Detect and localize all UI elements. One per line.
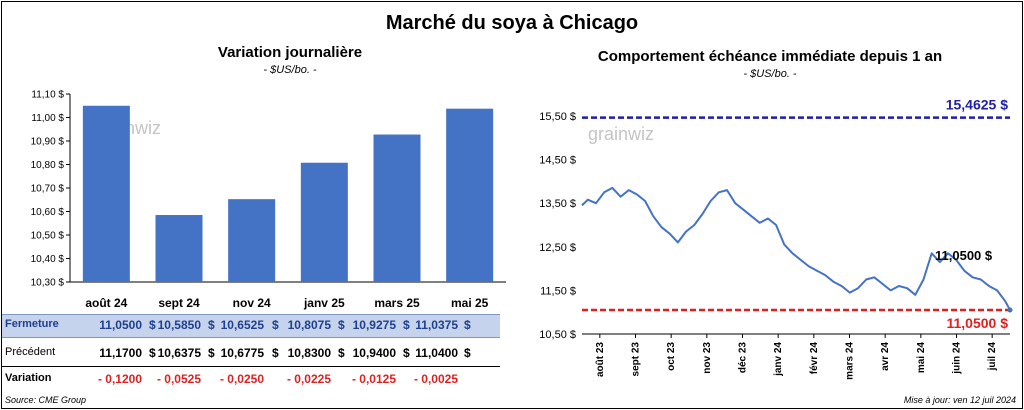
bar — [300, 162, 348, 282]
bar-chart-subtitle: - $US/bo. - — [263, 64, 317, 76]
line-x-tick-label: déc 23 — [738, 342, 749, 374]
table-cell-unit: $ — [208, 346, 215, 360]
line-chart-title: Comportement échéance immédiate depuis 1… — [597, 48, 943, 65]
line-y-tick-label: 14,50 $ — [539, 155, 576, 167]
bar — [155, 215, 203, 282]
source-note: Source: CME Group — [5, 395, 87, 405]
table-cell: 10,5850 — [157, 318, 201, 332]
table-cell: 11,0500 — [99, 318, 142, 332]
line-y-tick-label: 12,50 $ — [539, 242, 576, 254]
line-chart-subtitle: - $US/bo. - — [743, 68, 797, 80]
bar-category-label: nov 24 — [233, 296, 271, 310]
bar — [228, 199, 276, 282]
bar-y-tick-label: 10,60 $ — [31, 207, 65, 218]
line-y-tick-label: 10,50 $ — [539, 329, 576, 341]
table-cell: 11,0375 — [415, 318, 458, 332]
bar-chart: 10,30 $ 10,40 $ 10,50 $ 10,60 $ 10,70 $ 10,80… — [31, 90, 506, 310]
table-cell: - 0,0250 — [219, 372, 264, 386]
line-x-tick-label: janv 24 — [773, 342, 784, 377]
line-x-tick-label: oct 23 — [666, 342, 677, 371]
bar-y-tick-label: 10,70 $ — [31, 184, 65, 195]
table-row-label: Précédent — [5, 346, 56, 358]
table-cell: 10,9400 — [352, 346, 396, 360]
low-label: 11,0500 $ — [946, 315, 1008, 331]
closing-row-band — [2, 314, 500, 338]
table-cell-unit: $ — [464, 318, 471, 332]
table-row-label: Variation — [5, 372, 52, 384]
table-cell-unit: $ — [208, 318, 215, 332]
table-cell-unit: $ — [403, 346, 410, 360]
line-y-tick-label: 13,50 $ — [539, 198, 576, 210]
line-x-tick-label: mars 24 — [845, 342, 856, 380]
table-cell: 10,6375 — [157, 346, 201, 360]
bar-y-tick-label: 10,50 $ — [31, 231, 65, 242]
table-cell: - 0,0025 — [413, 372, 458, 386]
bar-category-label: août 24 — [85, 296, 127, 310]
main-title: Marché du soya à Chicago — [385, 12, 639, 34]
line-x-tick-label: sept 23 — [631, 342, 642, 377]
table-cell: 10,8075 — [287, 318, 331, 332]
table-cell: 10,9275 — [352, 318, 396, 332]
line-x-tick-label: juin 24 — [952, 342, 963, 375]
table-cell: - 0,0525 — [156, 372, 201, 386]
table-divider — [2, 366, 500, 367]
table-cell-unit: $ — [149, 318, 156, 332]
price-table: Fermeture 11,0500 $10,5850 $10,6525 $10,8075… — [2, 312, 502, 394]
table-row-label: Fermeture — [5, 318, 59, 330]
table-cell-unit: $ — [338, 346, 345, 360]
last-point — [1007, 307, 1013, 313]
table-cell: 10,6525 — [220, 318, 264, 332]
bar — [373, 134, 421, 282]
table-cell: 11,0400 — [415, 346, 458, 360]
table-cell-unit: $ — [272, 318, 279, 332]
update-note: Mise à jour: ven 12 juil 2024 — [903, 395, 1016, 405]
line-x-tick-label: nov 23 — [702, 342, 713, 374]
bar-y-tick-label: 11,00 $ — [31, 113, 64, 124]
table-cell-unit: $ — [149, 346, 156, 360]
table-cell-unit: $ — [403, 318, 410, 332]
table-cell: - 0,0225 — [286, 372, 331, 386]
bar-category-label: sept 24 — [158, 296, 200, 310]
bar-y-tick-label: 10,30 $ — [31, 278, 65, 289]
table-cell: - 0,0125 — [351, 372, 396, 386]
line-y-tick-label: 15,50 $ — [539, 111, 576, 123]
bar-y-tick-label: 10,90 $ — [31, 137, 65, 148]
bar-y-tick-label: 10,40 $ — [31, 254, 65, 265]
bar-category-label: mars 25 — [374, 296, 420, 310]
bar — [82, 105, 130, 282]
line-chart: 10,50 $ 11,50 $ 12,50 $ 13,50 $ 14,50 $ 15,50… — [539, 97, 1013, 380]
price-line — [581, 186, 1011, 311]
table-cell-unit: $ — [338, 318, 345, 332]
table-cell-unit: $ — [464, 346, 471, 360]
table-cell: - 0,1200 — [97, 372, 142, 386]
last-value-label: 11,0500 $ — [935, 248, 993, 263]
line-x-tick-label: févr 24 — [809, 342, 820, 375]
table-cell: 11,1700 — [99, 346, 142, 360]
table-cell: 10,6775 — [220, 346, 264, 360]
bar-category-label: janv 25 — [303, 296, 345, 310]
bar-category-label: mai 25 — [451, 296, 489, 310]
table-cell-unit: $ — [272, 346, 279, 360]
high-label: 15,4625 $ — [946, 97, 1008, 113]
bar-y-tick-label: 11,10 $ — [31, 90, 64, 101]
line-x-tick-label: août 23 — [595, 342, 606, 377]
bar — [446, 108, 494, 282]
table-cell: 10,8300 — [287, 346, 331, 360]
line-x-tick-label: mai 24 — [916, 342, 927, 374]
bar-chart-title: Variation journalière — [217, 44, 363, 61]
line-x-tick-label: avr 24 — [880, 342, 891, 371]
bar-y-tick-label: 10,80 $ — [31, 160, 65, 171]
watermark-logo: grainwiz — [588, 124, 654, 144]
line-x-tick-label: juil 24 — [987, 342, 998, 372]
line-y-tick-label: 11,50 $ — [540, 285, 576, 297]
